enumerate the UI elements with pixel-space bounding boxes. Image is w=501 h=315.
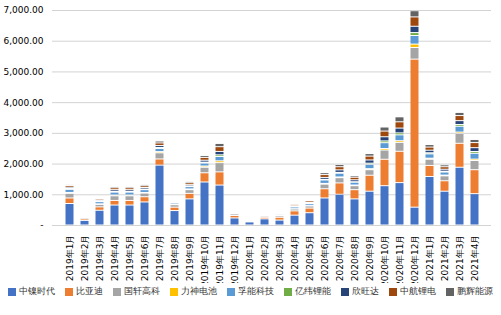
- svg-text:2020年11月: 2020年11月: [395, 235, 405, 284]
- html-text:鹏辉能源: 鹏辉能源: [457, 286, 493, 296]
- svg-text:2020年12月: 2020年12月: [410, 235, 420, 284]
- svg-text:2020年2月: 2020年2月: [260, 235, 270, 282]
- svg-text:2020年5月: 2020年5月: [305, 235, 315, 282]
- svg-text:2019年5月: 2019年5月: [125, 235, 135, 282]
- svg-text:2019年7月: 2019年7月: [155, 235, 165, 282]
- html-text:中镍时代: 中镍时代: [19, 286, 55, 296]
- svg-text:2020年6月: 2020年6月: [320, 235, 330, 282]
- svg-text:2021年2月: 2021年2月: [440, 235, 450, 282]
- html-text:孚能科技: 孚能科技: [238, 286, 274, 296]
- html-text:力神电池: 力神电池: [181, 286, 217, 296]
- svg-text:2019年3月: 2019年3月: [95, 235, 105, 282]
- html-text:亿纬锂能: 亿纬锂能: [295, 286, 331, 296]
- svg-text:2021年4月: 2021年4月: [470, 235, 480, 282]
- svg-text:2019年11月: 2019年11月: [215, 235, 225, 284]
- svg-text:3,000.00: 3,000.00: [3, 128, 43, 138]
- svg-text:2019年8月: 2019年8月: [170, 235, 180, 282]
- svg-text:2019年1月: 2019年1月: [65, 235, 75, 282]
- html-text:中航锂电: 中航锂电: [400, 286, 436, 296]
- html-text:比亚迪: 比亚迪: [76, 286, 103, 296]
- svg-text:2019年2月: 2019年2月: [80, 235, 90, 282]
- html-text:国轩高科: 国轩高科: [124, 286, 160, 296]
- svg-text:2020年8月: 2020年8月: [350, 235, 360, 282]
- svg-text:2,000.00: 2,000.00: [3, 159, 43, 169]
- svg-text:2020年1月: 2020年1月: [245, 235, 255, 282]
- svg-text:2020年7月: 2020年7月: [335, 235, 345, 282]
- svg-text:-: -: [40, 220, 43, 230]
- svg-text:2020年3月: 2020年3月: [275, 235, 285, 282]
- svg-text:2020年9月: 2020年9月: [365, 235, 375, 282]
- svg-text:2021年1月: 2021年1月: [425, 235, 435, 282]
- svg-text:2020年4月: 2020年4月: [290, 235, 300, 282]
- svg-text:4,000.00: 4,000.00: [3, 98, 43, 108]
- svg-text:5,000.00: 5,000.00: [3, 67, 43, 77]
- svg-text:1,000.00: 1,000.00: [3, 190, 43, 200]
- svg-text:2019年12月: 2019年12月: [230, 235, 240, 284]
- svg-text:2021年3月: 2021年3月: [455, 235, 465, 282]
- html-text:欣旺达: 欣旺达: [352, 286, 379, 296]
- svg-text:7,000.00: 7,000.00: [3, 5, 43, 15]
- svg-text:2019年6月: 2019年6月: [140, 235, 150, 282]
- svg-text:6,000.00: 6,000.00: [3, 36, 43, 46]
- svg-text:2019年9月: 2019年9月: [185, 235, 195, 282]
- svg-text:2019年4月: 2019年4月: [110, 235, 120, 282]
- svg-text:2020年10月: 2020年10月: [380, 235, 390, 284]
- svg-text:2019年10月: 2019年10月: [200, 235, 210, 284]
